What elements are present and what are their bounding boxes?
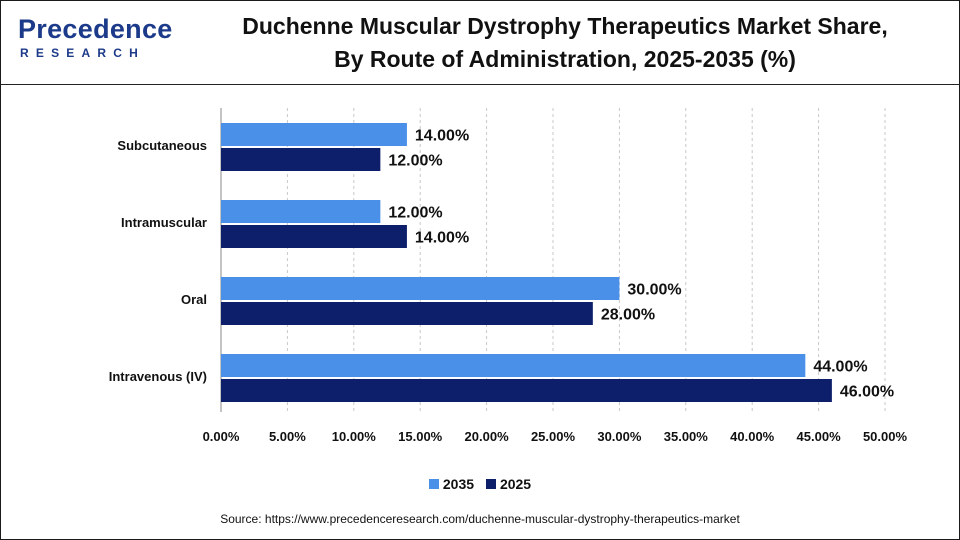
x-tick-label: 45.00% bbox=[797, 429, 842, 444]
bar-2035-1 bbox=[221, 200, 381, 223]
bar-2035-2 bbox=[221, 277, 620, 300]
brand-sub: RESEARCH bbox=[20, 46, 145, 60]
data-label: 44.00% bbox=[813, 359, 867, 376]
data-label: 46.00% bbox=[840, 384, 894, 401]
bar-2025-3 bbox=[221, 379, 832, 402]
category-label: Intramuscular bbox=[121, 215, 207, 230]
x-tick-label: 5.00% bbox=[269, 429, 306, 444]
bar-chart: Subcutaneous Intramuscular Oral Intravenous… bbox=[109, 108, 908, 444]
x-tick-label: 30.00% bbox=[597, 429, 642, 444]
brand-name: Precedence bbox=[18, 14, 173, 44]
x-tick-label: 15.00% bbox=[398, 429, 443, 444]
x-tick-label: 20.00% bbox=[465, 429, 510, 444]
x-tick-label: 0.00% bbox=[203, 429, 240, 444]
brand-logo: Precedence RESEARCH bbox=[18, 14, 172, 66]
x-tick-label: 40.00% bbox=[730, 429, 775, 444]
x-tick-label: 35.00% bbox=[664, 429, 709, 444]
bar-2035-3 bbox=[221, 354, 806, 377]
value-labels: 14.00% 12.00% 12.00% 14.00% 30.00% 28.00% 44.0… bbox=[388, 128, 894, 401]
bar-2025-0 bbox=[221, 148, 381, 171]
x-tick-label: 10.00% bbox=[332, 429, 377, 444]
legend-item-2035: 2035 bbox=[428, 476, 475, 492]
bars bbox=[221, 123, 832, 402]
data-label: 12.00% bbox=[388, 153, 442, 170]
data-label: 14.00% bbox=[415, 230, 469, 247]
legend-swatch-2025 bbox=[485, 479, 496, 489]
legend-label-2025: 2025 bbox=[499, 476, 532, 492]
legend: 2035 2025 bbox=[0, 476, 960, 492]
x-tick-label: 25.00% bbox=[531, 429, 576, 444]
data-label: 14.00% bbox=[415, 128, 469, 145]
bar-2035-0 bbox=[221, 123, 407, 146]
header: Precedence RESEARCH Duchenne Muscular Dy… bbox=[0, 0, 960, 85]
category-label: Intravenous (IV) bbox=[109, 369, 207, 384]
x-tick-label: 50.00% bbox=[863, 429, 908, 444]
data-label: 12.00% bbox=[388, 205, 442, 222]
category-label: Subcutaneous bbox=[117, 138, 207, 153]
x-tick-labels: 0.00% 5.00% 10.00% 15.00% 20.00% 25.00% 30.00%… bbox=[203, 429, 908, 444]
category-labels: Subcutaneous Intramuscular Oral Intravenous… bbox=[109, 138, 207, 384]
chart-title-line1: Duchenne Muscular Dystrophy Therapeutics… bbox=[242, 13, 888, 39]
legend-item-2025: 2025 bbox=[485, 476, 532, 492]
chart-title-line2: By Route of Administration, 2025-2035 (%… bbox=[334, 46, 796, 72]
legend-swatch-2035 bbox=[428, 479, 439, 489]
category-label: Oral bbox=[181, 292, 207, 307]
bar-2025-1 bbox=[221, 225, 407, 248]
bar-2025-2 bbox=[221, 302, 593, 325]
chart-title: Duchenne Muscular Dystrophy Therapeutics… bbox=[180, 10, 950, 76]
source-note: Source: https://www.precedenceresearch.c… bbox=[220, 512, 740, 526]
legend-label-2035: 2035 bbox=[442, 476, 475, 492]
data-label: 28.00% bbox=[601, 307, 655, 324]
data-label: 30.00% bbox=[627, 282, 681, 299]
